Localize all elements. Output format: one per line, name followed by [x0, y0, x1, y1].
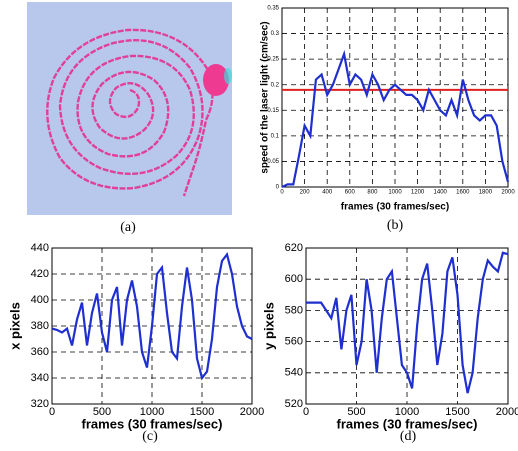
- y-tick-label: 560: [285, 336, 303, 348]
- y-tick-label: 0.3: [271, 31, 280, 37]
- x-tick-label: 0: [280, 190, 284, 196]
- y-tick-label: 400: [31, 294, 49, 306]
- x-tick-label: 200: [300, 190, 311, 196]
- x-tick-label: 1500: [445, 406, 469, 418]
- x-tick-label: 1200: [411, 190, 425, 196]
- plot-area: [281, 7, 509, 188]
- y-tick-label: 420: [31, 268, 49, 280]
- photo: [27, 2, 232, 215]
- y-tick-label: 580: [285, 304, 303, 316]
- caption: (c): [142, 429, 158, 444]
- x-tick-label: 600: [345, 190, 356, 196]
- x-tick-label: 500: [93, 406, 111, 418]
- laser-spot: [203, 64, 229, 96]
- x-axis-label: frames (30 frames/sec): [82, 416, 223, 431]
- x-tick-label: 1000: [388, 190, 402, 196]
- data-line: [51, 252, 253, 381]
- y-tick-label: 540: [285, 367, 303, 379]
- x-tick-label: 400: [322, 190, 333, 196]
- x-tick-label: 0: [49, 406, 55, 418]
- x-tick-label: 1600: [456, 190, 470, 196]
- y-tick-label: 0.05: [267, 159, 279, 165]
- y-tick-label: 0.25: [267, 57, 279, 63]
- x-tick-label: 800: [367, 190, 378, 196]
- caption: (b): [387, 218, 404, 233]
- caption: (d): [400, 429, 417, 444]
- x-tick-label: 0: [303, 406, 309, 418]
- spiral-trace: [46, 28, 214, 197]
- caption: (a): [120, 220, 136, 235]
- y-axis-label: y pixels: [261, 302, 276, 350]
- data-line: [306, 251, 509, 394]
- y-tick-label: 0.35: [267, 6, 279, 12]
- y-tick-label: 0.2: [271, 82, 280, 88]
- x-tick-label: 1500: [190, 406, 214, 418]
- x-axis-label: frames (30 frames/sec): [341, 202, 449, 213]
- y-tick-label: 0.1: [271, 133, 280, 139]
- y-axis-label: speed of the laser light (cm/sec): [260, 21, 271, 173]
- y-tick-label: 600: [285, 273, 303, 285]
- y-tick-label: 0: [276, 185, 280, 191]
- y-tick-label: 360: [31, 346, 49, 358]
- y-tick-label: 380: [31, 320, 49, 332]
- x-tick-label: 2000: [501, 190, 515, 196]
- y-tick-label: 440: [31, 242, 49, 254]
- y-tick-label: 340: [31, 372, 49, 384]
- y-tick-label: 520: [285, 398, 303, 410]
- laser-halo: [224, 68, 232, 84]
- x-tick-label: 1400: [434, 190, 448, 196]
- x-tick-label: 2000: [496, 406, 518, 418]
- y-tick-label: 0.15: [267, 108, 279, 114]
- x-tick-label: 1000: [140, 406, 164, 418]
- data-line: [281, 49, 510, 188]
- y-tick-label: 620: [285, 242, 303, 254]
- y-tick-label: 320: [31, 398, 49, 410]
- x-tick-label: 1800: [479, 190, 493, 196]
- y-axis-label: x pixels: [7, 302, 22, 350]
- x-axis-label: frames (30 frames/sec): [337, 416, 478, 431]
- x-tick-label: 2000: [240, 406, 264, 418]
- x-tick-label: 500: [347, 406, 365, 418]
- x-tick-label: 1000: [395, 406, 419, 418]
